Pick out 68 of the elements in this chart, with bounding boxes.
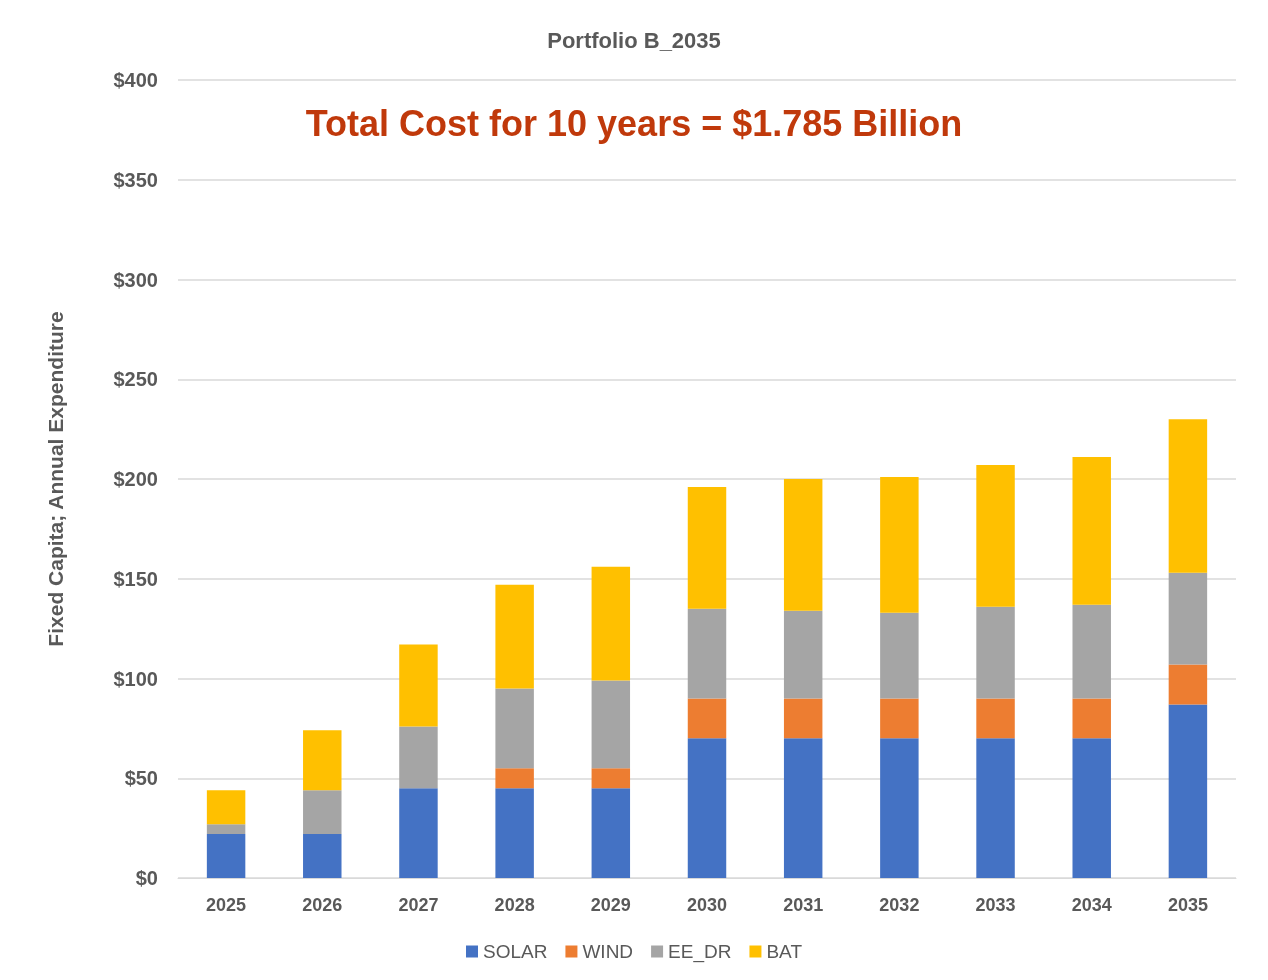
x-tick-label: 2027 (398, 895, 439, 915)
bar (1168, 664, 1208, 705)
y-tick-label: $250 (113, 368, 158, 391)
y-axis-title: Fixed Capita; Annual Expenditure (44, 311, 67, 647)
bar (495, 584, 534, 689)
bar (399, 644, 438, 727)
bar (976, 465, 1015, 607)
y-tick-label: $0 (135, 867, 158, 889)
x-tick-label: 2034 (1071, 895, 1112, 915)
x-tick-label: 2031 (783, 895, 824, 915)
bar (495, 768, 534, 789)
y-tick-label: $200 (113, 468, 158, 490)
bar (495, 688, 534, 769)
bar (206, 834, 246, 878)
x-tick-label: 2025 (206, 895, 247, 915)
bar (206, 790, 246, 825)
bar (976, 606, 1015, 699)
legend-label: EE_DR (668, 941, 732, 963)
bar (687, 608, 727, 699)
bar (1168, 704, 1208, 878)
x-tick-label: 2030 (686, 895, 728, 915)
bar (1072, 738, 1111, 878)
legend-label: BAT (766, 941, 803, 962)
bar (399, 726, 438, 789)
bar (687, 738, 727, 878)
bar (495, 788, 534, 878)
y-tick-label: $100 (113, 667, 158, 690)
x-tick-label: 2026 (302, 895, 343, 915)
bar (976, 738, 1015, 878)
bar (591, 768, 631, 789)
bar (1072, 457, 1111, 605)
x-tick-label: 2035 (1167, 895, 1208, 915)
bar (206, 824, 246, 835)
bar (303, 834, 342, 878)
bar (1072, 698, 1111, 739)
y-tick-label: $350 (113, 168, 158, 191)
chart-title: Portfolio B_2035 (547, 27, 721, 53)
x-tick-label: 2028 (494, 895, 535, 915)
bar (880, 738, 919, 878)
bar (591, 680, 631, 769)
bar (303, 790, 342, 835)
bar (399, 788, 438, 878)
bar (783, 479, 823, 611)
annotation: Total Cost for 10 years = $1.785 Billion (305, 102, 963, 144)
bar (591, 788, 631, 878)
y-tick-label: $400 (113, 69, 158, 91)
y-tick-label: $50 (124, 767, 158, 790)
x-tick-label: 2032 (879, 895, 920, 915)
bar (1168, 572, 1208, 665)
y-tick-label: $150 (113, 567, 158, 590)
bar (783, 610, 823, 699)
bar (783, 738, 823, 878)
bar (687, 486, 727, 609)
bar (880, 477, 919, 613)
bar (1168, 419, 1208, 573)
bar (880, 698, 919, 739)
bar (591, 566, 631, 681)
bar (880, 612, 919, 699)
bar (687, 698, 727, 739)
legend-label: WIND (582, 941, 634, 962)
bar (783, 698, 823, 739)
bar (976, 698, 1015, 739)
x-tick-label: 2033 (975, 895, 1016, 915)
legend-label: SOLAR (483, 941, 548, 962)
bar (1072, 604, 1111, 699)
bar (303, 730, 342, 791)
y-tick-label: $300 (113, 268, 158, 291)
x-tick-label: 2029 (590, 895, 631, 915)
